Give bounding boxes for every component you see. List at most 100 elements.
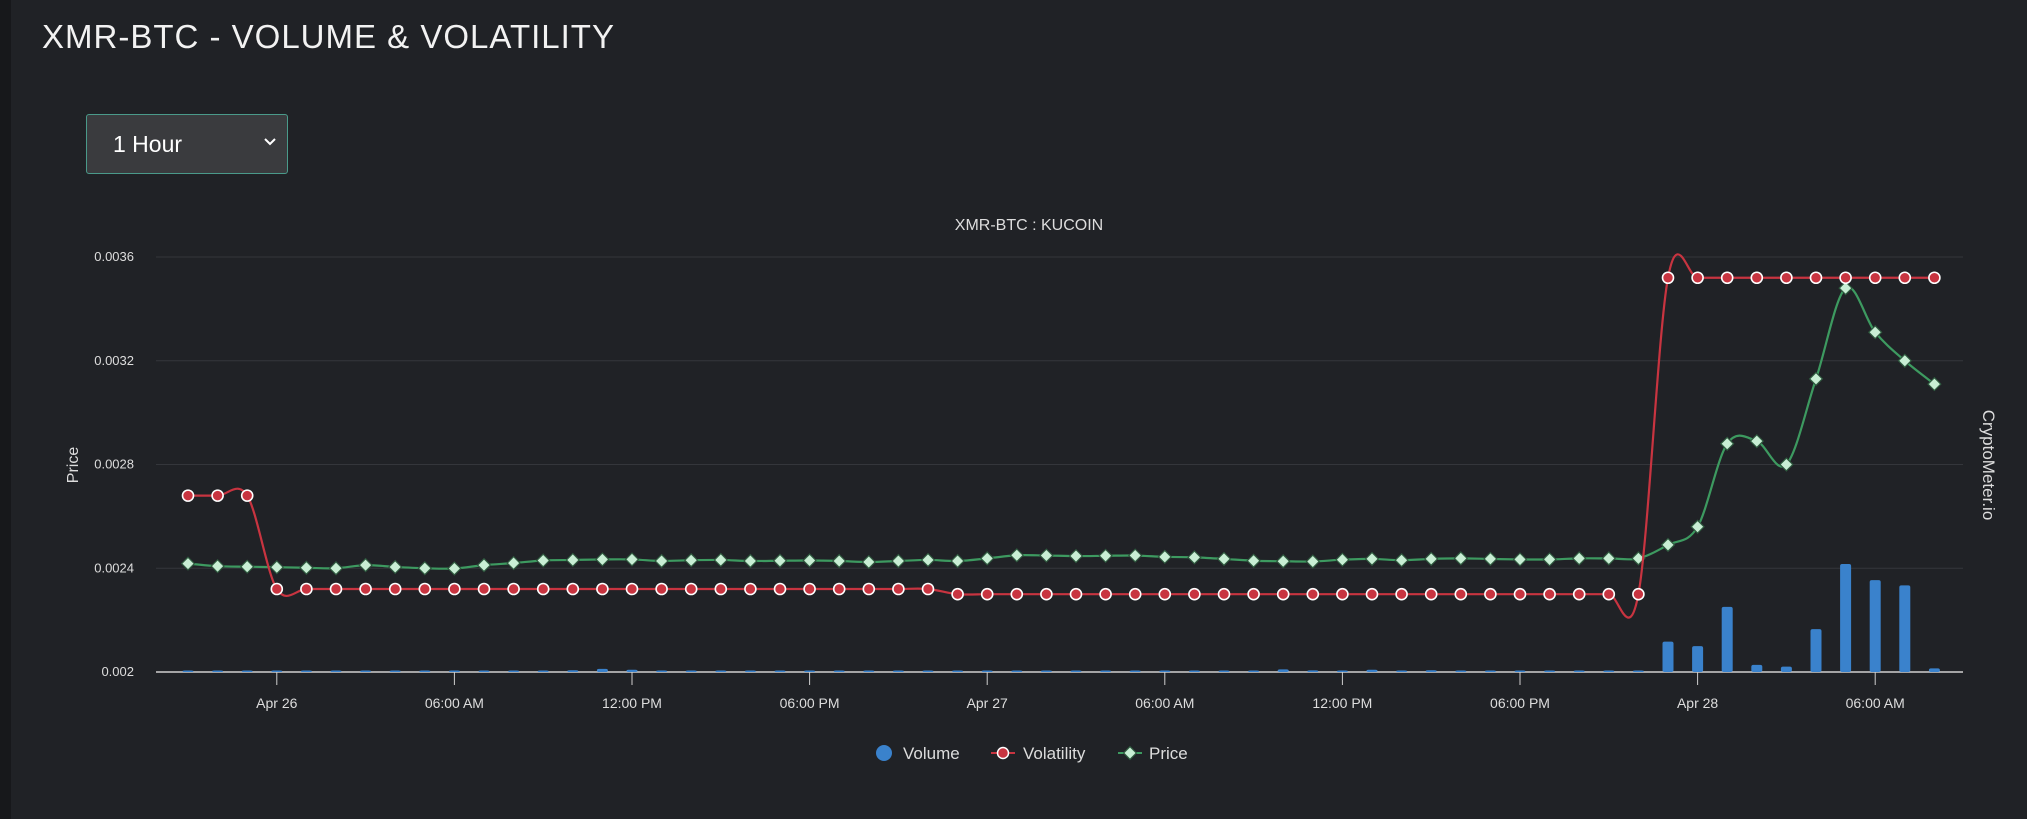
volume-bar — [1632, 670, 1644, 672]
price-point — [1483, 551, 1498, 567]
price-point — [417, 561, 433, 576]
price-point — [1660, 537, 1676, 553]
legend-label-volatility[interactable]: Volatility — [1023, 744, 1086, 763]
volatility-point — [1158, 587, 1172, 601]
price-point — [1305, 554, 1321, 569]
volatility-point — [921, 582, 935, 596]
legend-volume-marker — [876, 745, 892, 761]
volume-bar — [596, 668, 608, 672]
volume-bar — [1928, 668, 1940, 672]
legend-label-price[interactable]: Price — [1149, 744, 1188, 763]
price-point — [950, 553, 965, 569]
volume-bar — [1100, 670, 1112, 672]
volatility-point — [832, 582, 846, 596]
volume-bar — [1603, 670, 1615, 672]
volume-bar — [744, 670, 756, 672]
interval-select[interactable]: 1 Hour — [86, 114, 288, 174]
volume-bar — [1307, 670, 1319, 672]
price-point — [1216, 551, 1232, 567]
chart-title: XMR-BTC : KUCOIN — [955, 217, 1103, 234]
volatility-point — [1750, 271, 1764, 285]
volatility-point — [1454, 587, 1468, 601]
x-axis: Apr 26 06:00 AM 12:00 PM 06:00 PM Apr 27 06:0… — [256, 672, 1905, 711]
volume-bar — [1336, 670, 1348, 672]
price-point — [1690, 519, 1705, 534]
volatility-point — [270, 582, 284, 596]
volatility-point — [1928, 271, 1941, 285]
volume-bar — [300, 670, 312, 672]
price-point — [1246, 553, 1261, 568]
volume-bar — [715, 670, 727, 672]
y-tick-label: 0.0024 — [94, 560, 134, 575]
y-tick-label: 0.0036 — [94, 249, 134, 264]
volatility-point — [1720, 271, 1734, 285]
price-series — [180, 280, 1942, 576]
volume-bar — [1425, 670, 1437, 672]
volatility-point — [1661, 271, 1675, 285]
volume-bar — [1899, 585, 1911, 672]
y-tick-label: 0.002 — [101, 664, 134, 679]
volatility-point — [596, 582, 609, 596]
volatility-point — [1306, 587, 1320, 601]
volume-bar — [1188, 670, 1200, 672]
volatility-point — [1099, 587, 1112, 601]
y-axis-label: Price — [65, 447, 82, 484]
price-point — [239, 559, 255, 574]
price-point — [387, 559, 403, 575]
x-tick-label: 06:00 AM — [1846, 695, 1905, 711]
price-point — [1157, 549, 1173, 565]
volatility-point — [980, 587, 994, 601]
price-point — [1275, 554, 1291, 569]
volume-bar — [1780, 666, 1792, 672]
y-tick-label: 0.0028 — [94, 457, 134, 472]
price-point — [1127, 548, 1143, 563]
volatility-point — [1632, 587, 1645, 601]
price-point — [535, 553, 551, 568]
volatility-point — [1128, 587, 1142, 601]
volatility-point — [1572, 587, 1586, 601]
price-point — [654, 553, 669, 569]
volume-bar — [448, 670, 460, 672]
volume-bar — [1484, 670, 1496, 672]
left-edge-strip — [0, 0, 11, 819]
price-point — [1068, 548, 1084, 564]
volatility-point — [1691, 271, 1704, 285]
price-point — [772, 553, 788, 568]
volume-bar — [1869, 580, 1881, 672]
volume-series — [182, 564, 1940, 672]
volatility-point — [477, 582, 491, 596]
volatility-point — [1069, 587, 1083, 601]
volume-bar — [1455, 670, 1467, 672]
legend-label-volume[interactable]: Volume — [903, 744, 960, 763]
price-point — [595, 552, 610, 567]
volume-bar — [330, 670, 342, 672]
volume-bar — [1218, 670, 1230, 672]
volume-bar — [1277, 669, 1289, 672]
volatility-point — [388, 582, 402, 596]
volatility-point — [1010, 587, 1024, 601]
volatility-point — [359, 582, 372, 596]
x-tick-label: 12:00 PM — [1312, 695, 1372, 711]
x-tick-label: Apr 26 — [256, 695, 297, 711]
price-point — [802, 553, 817, 568]
volatility-point — [951, 587, 964, 601]
volatility-point — [1040, 587, 1053, 601]
price-point — [476, 557, 492, 573]
x-tick-label: Apr 27 — [967, 695, 1008, 711]
volatility-point — [655, 582, 668, 596]
price-point — [1394, 552, 1409, 568]
volume-bar — [478, 670, 490, 672]
legend[interactable]: Volume Volatility Price — [876, 744, 1188, 763]
volume-bar — [981, 670, 993, 672]
volatility-point — [566, 582, 580, 596]
volume-bar — [1011, 670, 1023, 672]
volatility-series — [181, 253, 1941, 619]
price-point — [1571, 551, 1587, 566]
price-point — [831, 553, 847, 569]
volatility-point — [1276, 587, 1290, 601]
volume-bar — [1544, 670, 1556, 672]
volume-bar — [1721, 606, 1733, 672]
volatility-point — [1424, 587, 1438, 601]
volume-bar — [360, 670, 372, 672]
price-point — [1542, 552, 1557, 567]
